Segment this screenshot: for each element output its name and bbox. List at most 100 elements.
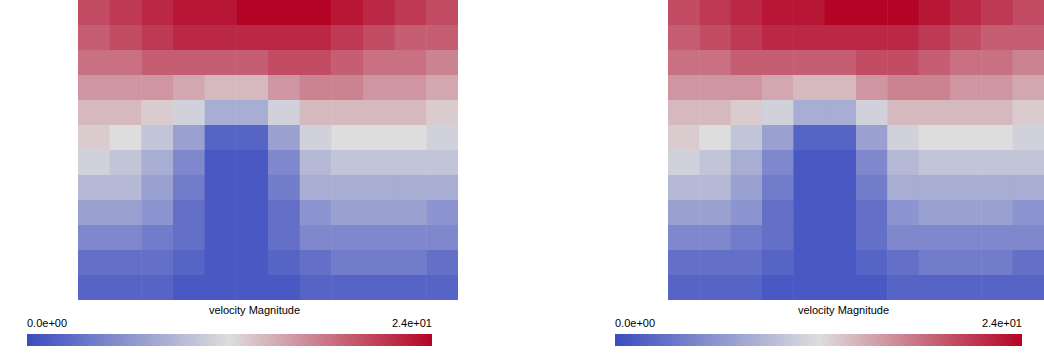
cell (300, 125, 332, 151)
cell (919, 200, 951, 226)
cell (668, 50, 700, 76)
cell (699, 25, 731, 51)
cell (426, 200, 458, 226)
cell (731, 150, 763, 176)
cell (205, 100, 237, 126)
cell (363, 125, 395, 151)
cell (793, 25, 825, 51)
cell (363, 150, 395, 176)
cell (762, 100, 794, 126)
cell (205, 250, 237, 276)
heatmap (78, 0, 458, 300)
cell (395, 75, 427, 101)
cell (919, 75, 951, 101)
cell (205, 50, 237, 76)
cell (331, 125, 363, 151)
cell (793, 50, 825, 76)
cell (205, 200, 237, 226)
cell (173, 125, 205, 151)
cell (141, 100, 173, 126)
cell (699, 150, 731, 176)
cell (78, 150, 110, 176)
cell (887, 175, 919, 201)
cell (1013, 125, 1044, 151)
cell (1013, 100, 1044, 126)
cell (950, 50, 982, 76)
cell (205, 25, 237, 51)
colorbar-tick-label: 0.0e+00 (615, 317, 655, 329)
cell (919, 150, 951, 176)
cell (300, 0, 332, 26)
cell (173, 200, 205, 226)
cell (426, 150, 458, 176)
cell (1013, 175, 1044, 201)
cell (668, 150, 700, 176)
cell (205, 150, 237, 176)
cell (236, 0, 268, 26)
cell (699, 125, 731, 151)
cell (762, 0, 794, 26)
cell (331, 225, 363, 251)
cell (395, 175, 427, 201)
cell (268, 200, 300, 226)
cell (300, 100, 332, 126)
cell (363, 75, 395, 101)
cell (762, 250, 794, 276)
cell (950, 275, 982, 300)
cell (268, 50, 300, 76)
cell (762, 125, 794, 151)
cell (950, 250, 982, 276)
cell (236, 150, 268, 176)
cell (919, 275, 951, 300)
cell (825, 200, 857, 226)
cell (981, 50, 1013, 76)
cell (300, 250, 332, 276)
cell (1013, 275, 1044, 300)
cell (426, 275, 458, 300)
cell (825, 50, 857, 76)
cell (300, 225, 332, 251)
cell (173, 150, 205, 176)
cell (762, 25, 794, 51)
cell (856, 25, 888, 51)
cell (793, 200, 825, 226)
cell (887, 75, 919, 101)
cell (856, 200, 888, 226)
cell (825, 25, 857, 51)
cell (110, 25, 142, 51)
cell (110, 125, 142, 151)
cell (762, 150, 794, 176)
cell (668, 100, 700, 126)
cell (205, 125, 237, 151)
cell (236, 25, 268, 51)
cell (141, 250, 173, 276)
cell (825, 250, 857, 276)
cell (856, 250, 888, 276)
cell (173, 225, 205, 251)
cell (268, 100, 300, 126)
cell (205, 175, 237, 201)
cell (950, 125, 982, 151)
cell (363, 175, 395, 201)
cell (110, 175, 142, 201)
cell (363, 200, 395, 226)
cell (141, 125, 173, 151)
cell (395, 100, 427, 126)
cell (668, 200, 700, 226)
cell (731, 125, 763, 151)
cell (426, 225, 458, 251)
cell (331, 200, 363, 226)
cell (395, 150, 427, 176)
cell (426, 125, 458, 151)
cell (950, 200, 982, 226)
cell (205, 275, 237, 300)
cell (950, 75, 982, 101)
cell (699, 75, 731, 101)
figure: velocity Magnitude0.0e+002.4e+01velocity… (0, 0, 1044, 354)
cell (668, 225, 700, 251)
cell (668, 275, 700, 300)
cell (762, 200, 794, 226)
cell (856, 0, 888, 26)
cell (950, 0, 982, 26)
cell (236, 125, 268, 151)
